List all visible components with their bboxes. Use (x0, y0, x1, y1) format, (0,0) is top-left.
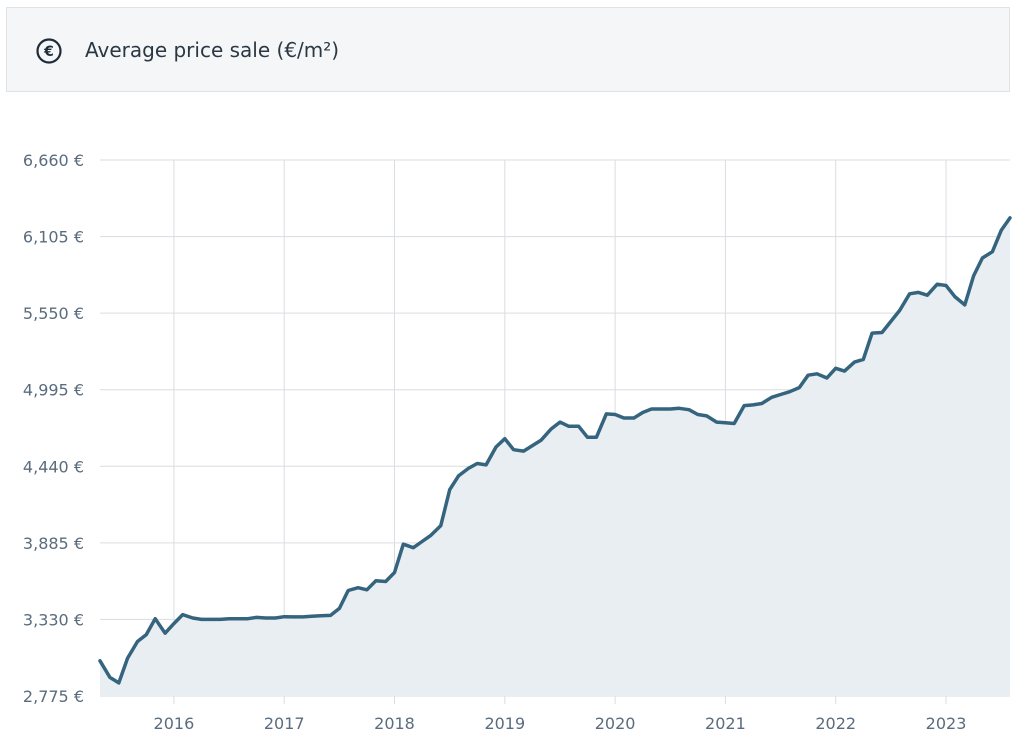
y-tick-label: 4,440 € (23, 457, 84, 476)
chart-header: € Average price sale (€/m²) (6, 7, 1010, 92)
euro-circle-icon: € (36, 38, 62, 64)
chart-title: Average price sale (€/m²) (85, 38, 340, 62)
x-tick-label: 2020 (595, 714, 636, 733)
x-tick-label: 2018 (374, 714, 415, 733)
x-tick-label: 2021 (705, 714, 746, 733)
x-axis: 2016 2017 2018 2019 2020 2021 2022 2023 (154, 714, 967, 733)
y-tick-label: 2,775 € (23, 687, 84, 706)
x-tick-label: 2022 (815, 714, 856, 733)
y-tick-label: 6,105 € (23, 228, 84, 247)
y-tick-label: 6,660 € (23, 151, 84, 170)
x-tick-label: 2016 (154, 714, 195, 733)
y-axis: 6,660 € 6,105 € 5,550 € 4,995 € 4,440 € 3,885… (23, 151, 84, 706)
y-tick-label: 3,885 € (23, 534, 84, 553)
price-line (98, 216, 1012, 685)
x-tick-label: 2019 (484, 714, 525, 733)
price-area (100, 217, 1010, 696)
y-tick-label: 5,550 € (23, 304, 84, 323)
x-tick-label: 2017 (264, 714, 305, 733)
y-tick-label: 4,995 € (23, 381, 84, 400)
svg-text:€: € (43, 44, 54, 60)
y-tick-label: 3,330 € (23, 610, 84, 629)
x-tick-label: 2023 (926, 714, 967, 733)
